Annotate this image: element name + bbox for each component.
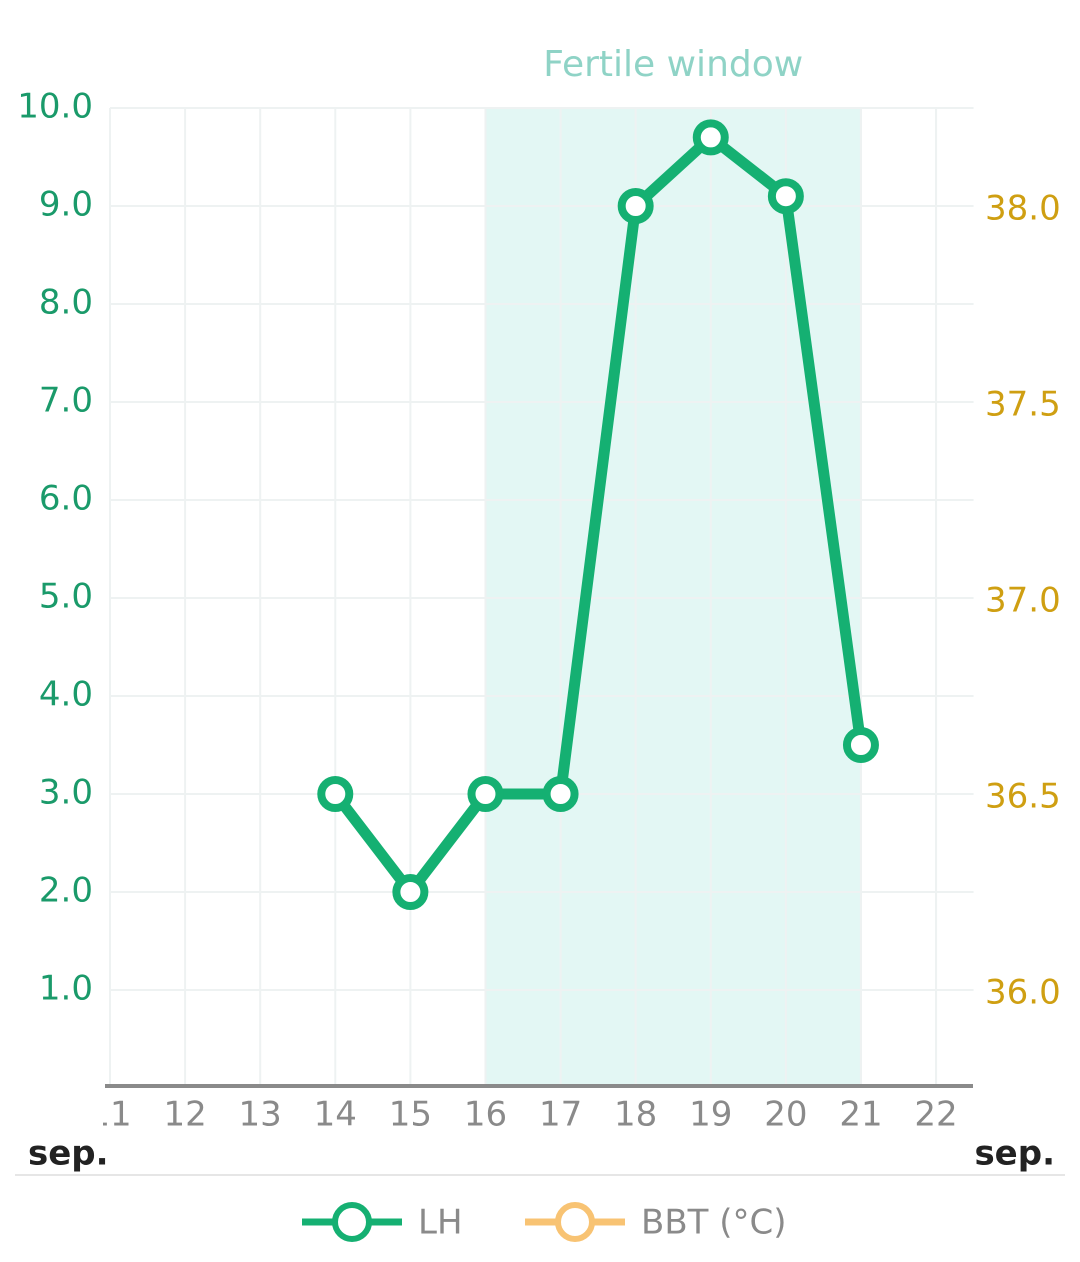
- grid: [109, 107, 974, 1088]
- legend-symbol: [332, 1202, 372, 1242]
- x-tick-label: 22: [914, 1095, 957, 1135]
- y-tick-label: 9.0: [39, 185, 93, 225]
- legend-label: LH: [418, 1203, 463, 1243]
- month-label: sep.: [28, 1134, 109, 1174]
- x-tick-label: 14: [314, 1095, 357, 1135]
- point: [692, 119, 729, 156]
- y-tick-label: 6.0: [39, 479, 93, 519]
- y2-tick-label: 37.5: [985, 384, 1061, 424]
- x-tick-label: 12: [163, 1095, 206, 1135]
- point: [467, 776, 504, 812]
- point: [542, 776, 579, 812]
- legend-label: BBT (°C): [641, 1203, 787, 1243]
- y-tick-label: 3.0: [39, 773, 93, 813]
- y-tick-label: 10.0: [17, 87, 93, 127]
- y2-tick-label: 38.0: [985, 188, 1061, 228]
- legend-symbol: [555, 1202, 595, 1242]
- plot: 1.0 2.0 3.0 4.0 5.0 6.0 7.0 8.0 9.0 10.0 36.0 36.5 3…: [17, 87, 1060, 1013]
- x-axis-labels: 11 12 13 14 15 16 17 18 19 20 21 22: [88, 1095, 958, 1135]
- x-tick-label: 11: [88, 1095, 131, 1135]
- y2-tick-label: 36.5: [985, 776, 1061, 816]
- annotation-label: Fertile window: [543, 44, 803, 85]
- y-tick-label: 5.0: [39, 577, 93, 617]
- x-tick-label: 13: [239, 1095, 282, 1135]
- y2-tick-label: 36.0: [985, 972, 1061, 1012]
- x-tick-label: 20: [764, 1095, 807, 1135]
- plot-background: Fertile window: [485, 44, 861, 1086]
- point: [767, 178, 804, 215]
- y-tick-label: 4.0: [39, 675, 93, 715]
- y2-tick-label: 37.0: [985, 580, 1061, 620]
- x-tick-label: 17: [539, 1095, 582, 1135]
- y-tick-label: 2.0: [39, 871, 93, 911]
- point: [617, 188, 654, 224]
- x-tick-label: 19: [689, 1095, 732, 1135]
- legend: LH BBT (°C): [302, 1202, 787, 1243]
- point: [842, 727, 879, 763]
- x-tick-label: 18: [614, 1095, 657, 1135]
- point: [317, 776, 354, 812]
- x-tick-label: 21: [839, 1095, 882, 1135]
- y-tick-label: 1.0: [39, 969, 93, 1009]
- x-tick-label: 16: [464, 1095, 507, 1135]
- month-label: sep.: [974, 1134, 1055, 1174]
- y-tick-label: 7.0: [39, 381, 93, 421]
- point: [392, 874, 429, 910]
- x-tick-label: 15: [389, 1095, 432, 1135]
- y-tick-label: 8.0: [39, 283, 93, 323]
